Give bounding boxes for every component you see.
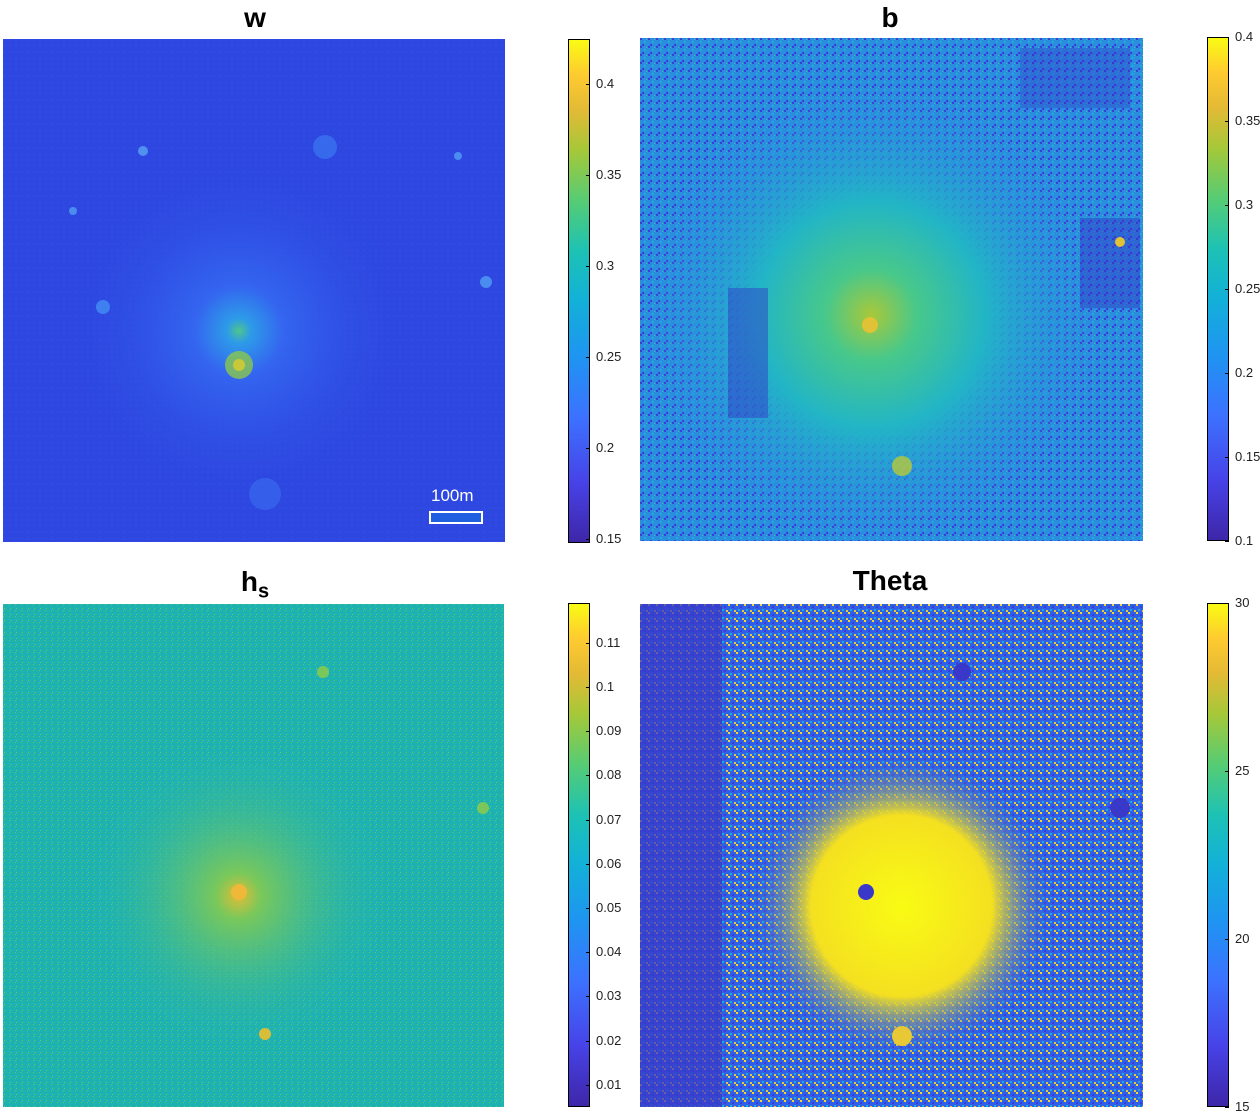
colorbar-tick-label: 0.3 (596, 258, 615, 273)
colorbar-tick-label: 0.04 (596, 944, 622, 959)
colorbar-tick-label: 0.25 (1235, 281, 1260, 296)
scale-bar (429, 511, 483, 524)
colorbar-tick-label: 25 (1235, 763, 1250, 778)
colorbar-tick-label: 0.11 (596, 635, 621, 650)
colorbar-tick-mark (586, 266, 590, 267)
colorbar-tick-mark (1225, 121, 1229, 122)
panel-theta-title: Theta (852, 565, 928, 596)
colorbar-tick-label: 0.07 (596, 812, 622, 827)
colorbar-tick-label: 0.35 (1235, 113, 1260, 128)
colorbar-tick-mark (586, 539, 590, 540)
panel-theta-heatmap (640, 604, 1143, 1107)
colorbar-tick-mark (586, 820, 590, 821)
colorbar-tick-label: 0.4 (1235, 29, 1254, 44)
colorbar-tick-mark (1225, 541, 1229, 542)
colorbar-tick-label: 0.25 (596, 349, 622, 364)
colorbar-tick-mark (1225, 603, 1229, 604)
panel-w-colorbar (568, 39, 590, 543)
colorbar-tick-label: 0.06 (596, 856, 622, 871)
colorbar-tick-mark (586, 687, 590, 688)
colorbar-tick-mark (586, 1041, 590, 1042)
colorbar-tick-mark (1225, 771, 1229, 772)
panel-hs-title-main: h (240, 566, 258, 597)
colorbar-tick-mark (1225, 457, 1229, 458)
colorbar-tick-mark (586, 996, 590, 997)
colorbar-tick-mark (586, 1085, 590, 1086)
panel-hs-title: hs (225, 566, 285, 604)
colorbar-tick-mark (586, 357, 590, 358)
colorbar-tick-label: 0.09 (596, 723, 622, 738)
colorbar-tick-mark (1225, 373, 1229, 374)
colorbar-tick-mark (1225, 289, 1229, 290)
panel-hs-colorbar (568, 603, 590, 1107)
colorbar-tick-label: 0.4 (596, 76, 615, 91)
colorbar-tick-mark (1225, 939, 1229, 940)
colorbar-tick-label: 20 (1235, 931, 1250, 946)
panel-b-heatmap (640, 38, 1143, 541)
colorbar-tick-mark (586, 864, 590, 865)
colorbar-tick-mark (1225, 37, 1229, 38)
colorbar-tick-label: 30 (1235, 595, 1250, 610)
colorbar-tick-label: 0.02 (596, 1033, 622, 1048)
colorbar-tick-label: 0.2 (1235, 365, 1254, 380)
colorbar-tick-label: 0.01 (596, 1077, 622, 1092)
colorbar-tick-mark (586, 84, 590, 85)
colorbar-tick-label: 0.35 (596, 167, 622, 182)
colorbar-tick-label: 0.1 (596, 679, 615, 694)
panel-hs-heatmap (3, 604, 504, 1107)
colorbar-tick-mark (586, 775, 590, 776)
colorbar-tick-label: 0.2 (596, 440, 615, 455)
panel-w-heatmap: 100m (3, 39, 505, 542)
colorbar-tick-label: 0.05 (596, 900, 622, 915)
colorbar-tick-label: 15 (1235, 1099, 1250, 1114)
panel-theta-colorbar (1207, 603, 1229, 1107)
colorbar-tick-mark (1225, 1107, 1229, 1108)
colorbar-tick-mark (586, 448, 590, 449)
colorbar-tick-label: 0.15 (1235, 449, 1260, 464)
panel-w-title: w (244, 2, 266, 33)
colorbar-tick-label: 0.1 (1235, 533, 1254, 548)
colorbar-tick-label: 0.15 (596, 531, 622, 546)
colorbar-tick-mark (586, 175, 590, 176)
colorbar-tick-mark (586, 952, 590, 953)
colorbar-tick-label: 0.3 (1235, 197, 1254, 212)
colorbar-tick-mark (586, 731, 590, 732)
panel-hs-title-sub: s (257, 580, 270, 603)
colorbar-tick-label: 0.08 (596, 767, 622, 782)
colorbar-tick-mark (1225, 205, 1229, 206)
colorbar-tick-mark (586, 908, 590, 909)
scale-bar-label: 100m (431, 486, 474, 505)
panel-b-title: b (881, 2, 899, 33)
colorbar-tick-mark (586, 643, 590, 644)
colorbar-tick-label: 0.03 (596, 988, 622, 1003)
